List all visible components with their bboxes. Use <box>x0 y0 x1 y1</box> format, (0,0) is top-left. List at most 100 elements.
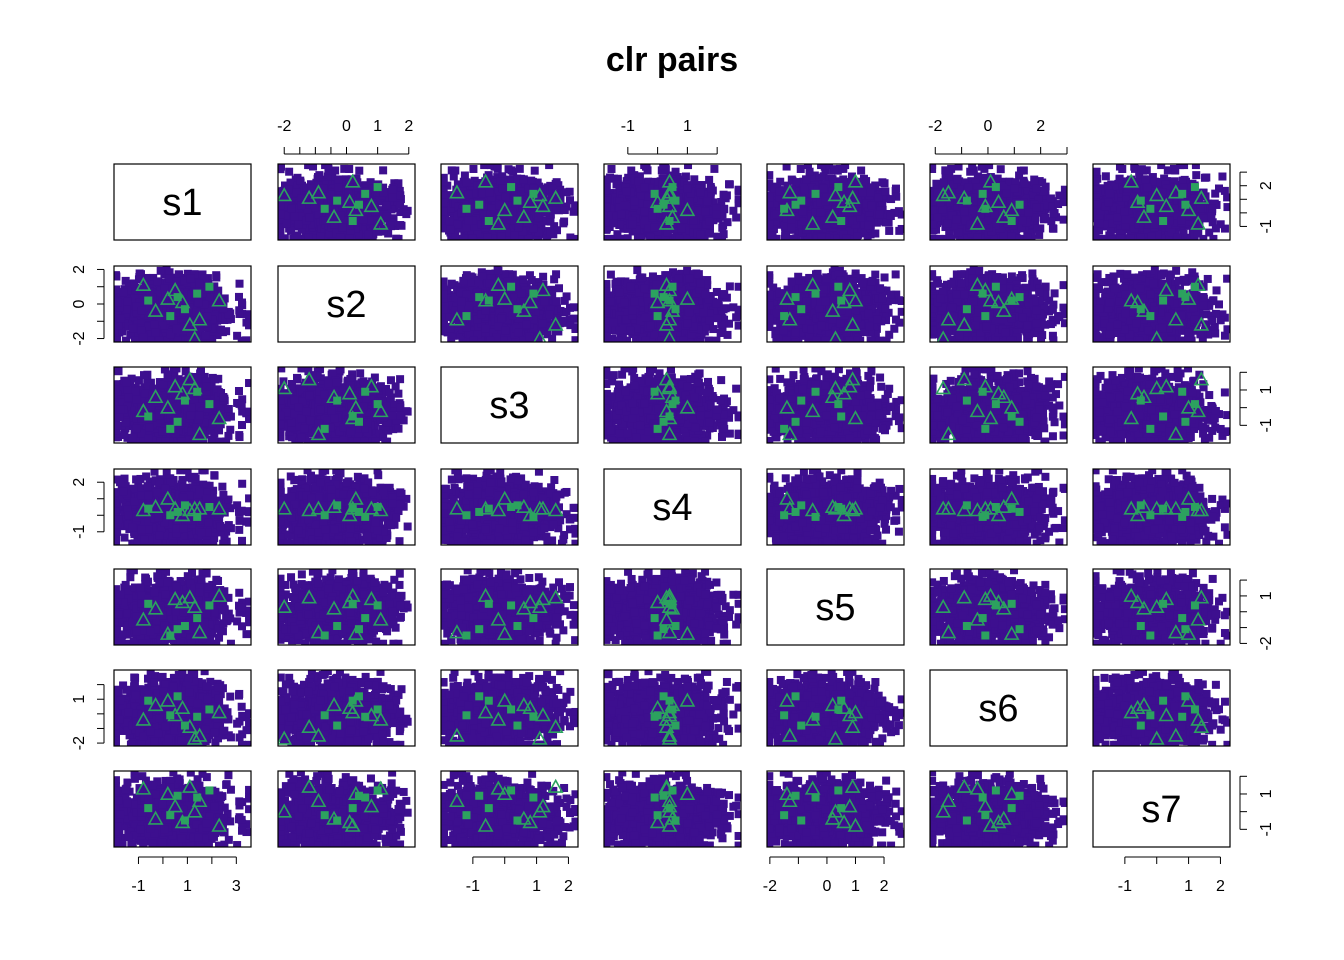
highlight-triangle-point <box>490 215 507 230</box>
data-point <box>830 190 839 199</box>
highlight-triangle-point <box>522 193 539 208</box>
data-point <box>487 223 496 232</box>
highlight-triangle-point <box>781 184 798 199</box>
data-point <box>316 232 325 240</box>
data-point <box>865 208 874 217</box>
highlight-triangle-point <box>496 201 513 217</box>
data-point <box>501 193 510 202</box>
data-point <box>541 208 550 217</box>
data-point <box>783 181 792 190</box>
data-point <box>842 234 851 240</box>
data-point <box>612 180 621 189</box>
data-point <box>627 166 636 175</box>
data-point <box>885 226 894 235</box>
data-point <box>819 172 828 181</box>
data-point <box>655 223 664 232</box>
data-point <box>636 227 645 236</box>
data-point <box>604 222 613 231</box>
highlight-square-point <box>653 204 662 213</box>
data-point <box>856 228 865 237</box>
data-point <box>671 167 680 176</box>
data-point <box>492 219 501 228</box>
data-point <box>717 198 726 207</box>
data-point <box>469 189 478 198</box>
data-point <box>388 193 397 202</box>
data-point <box>831 234 840 240</box>
data-point <box>493 164 502 170</box>
data-point <box>479 210 488 219</box>
panel-s1-s2 <box>277 163 416 241</box>
data-point <box>501 178 510 187</box>
data-point <box>503 234 512 240</box>
data-point <box>392 193 401 202</box>
data-point <box>687 204 696 213</box>
data-point <box>675 234 684 240</box>
data-point <box>464 216 473 225</box>
data-point <box>364 230 373 239</box>
data-point <box>278 215 285 224</box>
data-point <box>297 225 306 234</box>
highlight-triangle-point <box>535 197 551 213</box>
data-point <box>622 187 631 196</box>
data-point <box>643 200 652 209</box>
data-point <box>877 217 886 226</box>
data-point <box>857 200 866 209</box>
data-point <box>336 233 345 240</box>
data-point <box>792 178 801 187</box>
data-point <box>441 224 448 233</box>
data-point <box>306 197 315 206</box>
highlight-triangle-point <box>326 208 342 223</box>
data-point <box>278 224 285 233</box>
highlight-triangle-point <box>827 187 844 202</box>
data-point <box>278 229 285 238</box>
data-point <box>328 172 337 181</box>
data-point <box>818 191 827 200</box>
data-point <box>632 225 641 234</box>
data-point <box>872 202 881 211</box>
data-point <box>607 204 616 213</box>
data-point <box>807 173 816 182</box>
data-point <box>494 187 503 196</box>
data-point <box>683 184 692 193</box>
data-point <box>396 191 405 200</box>
data-point <box>296 212 305 221</box>
data-point <box>373 188 382 197</box>
data-point <box>510 231 519 240</box>
data-point <box>712 204 721 213</box>
data-point <box>314 210 323 219</box>
data-point <box>454 202 463 211</box>
data-point <box>527 197 536 206</box>
data-point <box>294 220 303 229</box>
data-point <box>734 195 741 204</box>
data-point <box>396 221 405 230</box>
data-point <box>278 234 286 240</box>
data-point <box>644 223 653 232</box>
data-point <box>507 177 516 186</box>
highlight-triangle-point <box>658 215 675 230</box>
data-point <box>463 229 472 238</box>
data-point <box>886 211 895 220</box>
data-point <box>530 166 539 175</box>
data-point <box>339 216 348 225</box>
data-point <box>506 223 515 232</box>
data-point <box>616 184 625 193</box>
data-point <box>374 196 383 205</box>
data-point <box>640 220 649 229</box>
data-point <box>331 166 340 175</box>
data-point <box>709 198 718 207</box>
data-point <box>502 228 511 237</box>
panel-s1-s5 <box>766 163 905 241</box>
data-point <box>787 215 796 224</box>
data-point <box>358 225 367 234</box>
data-point <box>871 229 880 238</box>
data-point <box>802 198 811 207</box>
data-point <box>354 230 363 239</box>
data-point <box>453 180 462 189</box>
data-point <box>650 223 659 232</box>
data-point <box>841 164 850 170</box>
data-point <box>881 187 890 196</box>
data-point <box>545 164 554 170</box>
data-point <box>296 176 305 185</box>
data-point <box>689 216 698 225</box>
